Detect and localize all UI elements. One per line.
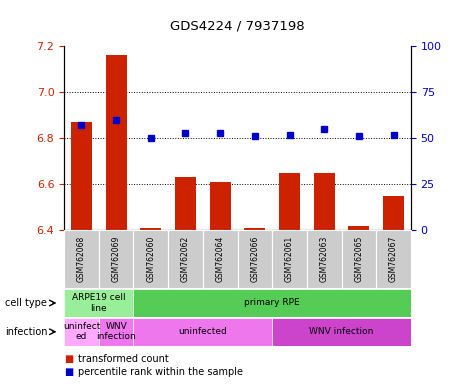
Bar xyxy=(383,196,404,230)
Bar xyxy=(175,177,196,230)
Bar xyxy=(203,230,238,288)
Bar xyxy=(64,289,133,317)
Text: GSM762064: GSM762064 xyxy=(216,236,225,282)
Bar xyxy=(314,173,334,230)
Bar xyxy=(133,289,411,317)
Bar xyxy=(376,230,411,288)
Bar xyxy=(71,122,92,230)
Text: infection: infection xyxy=(5,327,47,337)
Text: primary RPE: primary RPE xyxy=(244,298,300,308)
Bar xyxy=(99,230,133,288)
Bar xyxy=(64,230,99,288)
Bar xyxy=(64,318,99,346)
Text: GSM762060: GSM762060 xyxy=(146,236,155,282)
Bar xyxy=(245,228,265,230)
Bar xyxy=(279,173,300,230)
Text: GSM762067: GSM762067 xyxy=(389,236,398,282)
Text: ■: ■ xyxy=(64,354,73,364)
Bar xyxy=(238,230,272,288)
Bar xyxy=(99,318,133,346)
Bar xyxy=(133,230,168,288)
Bar xyxy=(133,318,272,346)
Text: percentile rank within the sample: percentile rank within the sample xyxy=(78,367,243,377)
Text: GSM762069: GSM762069 xyxy=(112,236,121,282)
Text: WNV
infection: WNV infection xyxy=(96,322,136,341)
Text: GSM762061: GSM762061 xyxy=(285,236,294,282)
Text: GSM762068: GSM762068 xyxy=(77,236,86,282)
Text: transformed count: transformed count xyxy=(78,354,169,364)
Text: GSM762065: GSM762065 xyxy=(354,236,363,282)
Text: WNV infection: WNV infection xyxy=(309,327,374,336)
Text: GSM762062: GSM762062 xyxy=(181,236,190,282)
Bar xyxy=(168,230,203,288)
Text: GSM762066: GSM762066 xyxy=(250,236,259,282)
Text: uninfected: uninfected xyxy=(179,327,227,336)
Bar xyxy=(307,230,342,288)
Bar xyxy=(210,182,230,230)
Text: ARPE19 cell
line: ARPE19 cell line xyxy=(72,293,125,313)
Bar xyxy=(349,226,369,230)
Bar xyxy=(141,228,161,230)
Text: GSM762063: GSM762063 xyxy=(320,236,329,282)
Bar xyxy=(342,230,376,288)
Bar xyxy=(272,230,307,288)
Text: ■: ■ xyxy=(64,367,73,377)
Text: cell type: cell type xyxy=(5,298,47,308)
Bar xyxy=(272,318,411,346)
Text: uninfect
ed: uninfect ed xyxy=(63,322,100,341)
Text: GDS4224 / 7937198: GDS4224 / 7937198 xyxy=(170,19,305,32)
Bar xyxy=(106,55,126,230)
